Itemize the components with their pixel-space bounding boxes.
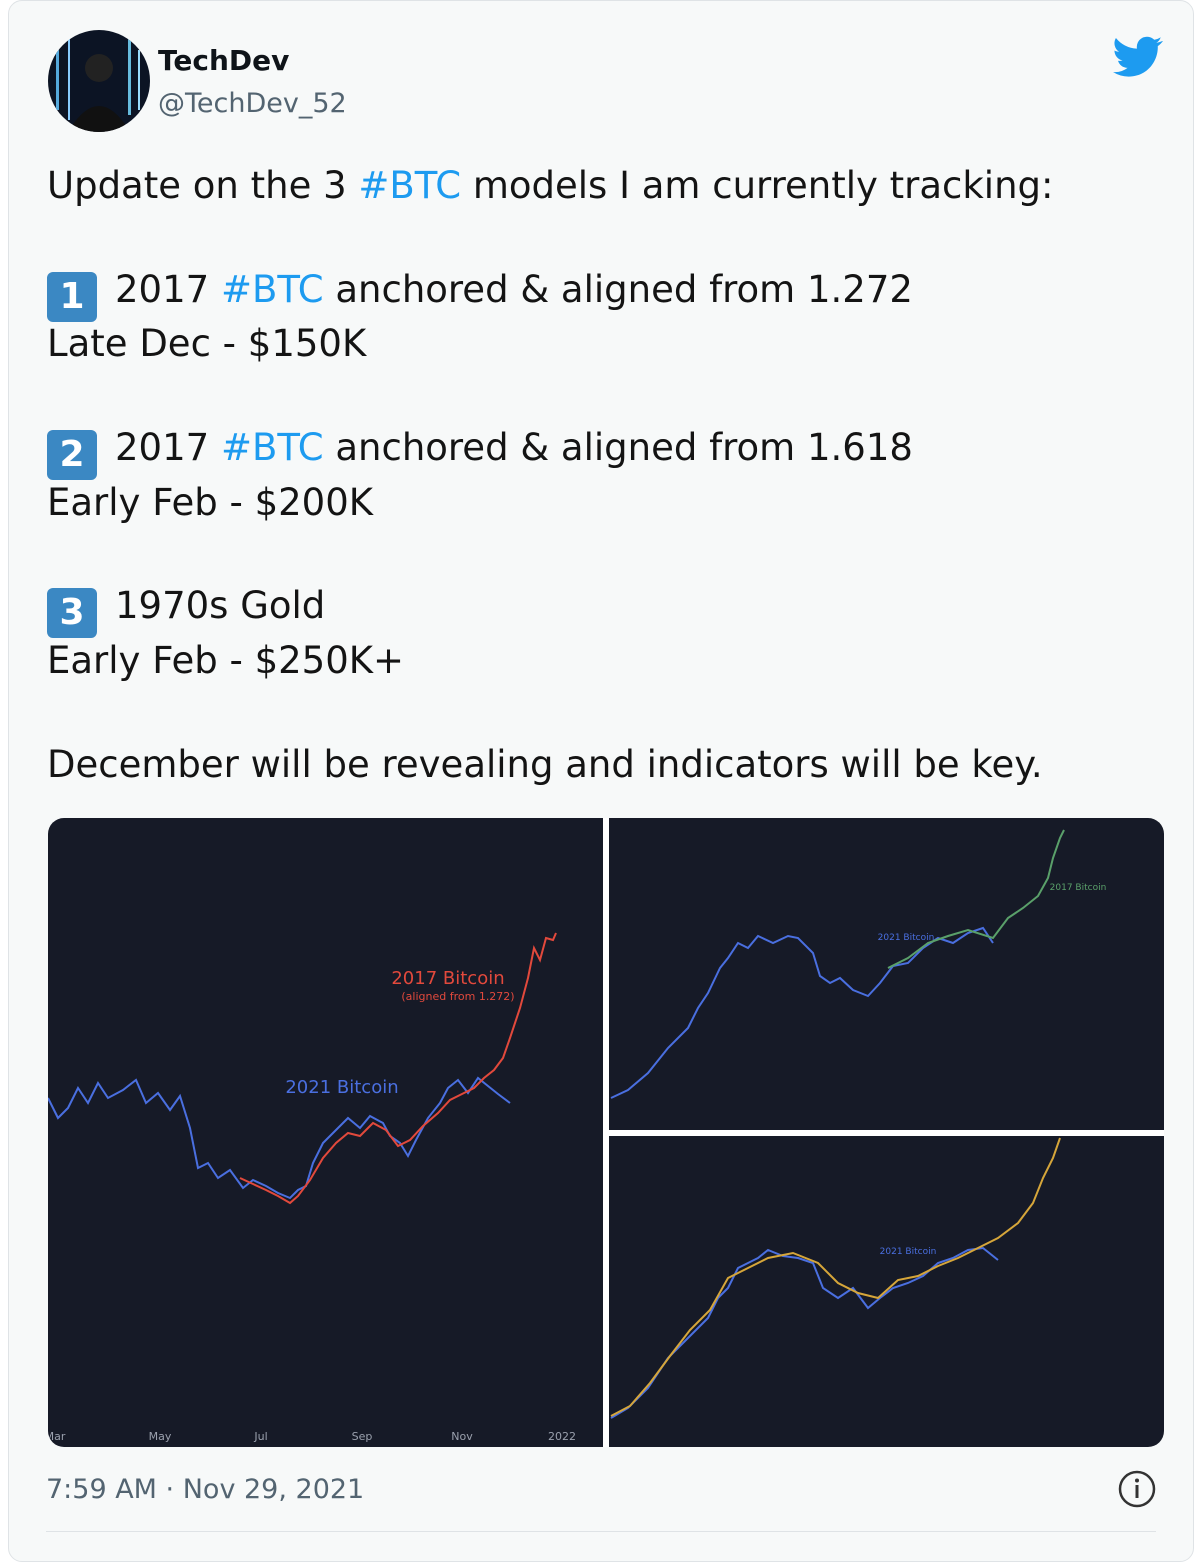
x-axis-label: Jul	[253, 1430, 267, 1443]
keycap: 3	[47, 588, 97, 638]
model-target: Late Dec - $150K	[47, 322, 367, 365]
model-line: 1 2017 #BTC anchored & aligned from 1.272	[47, 268, 913, 322]
text: models I am currently tracking:	[461, 164, 1054, 207]
timestamp[interactable]: 7:59 AM · Nov 29, 2021	[46, 1474, 365, 1505]
hashtag[interactable]: #BTC	[220, 426, 324, 469]
model-target: Early Feb - $200K	[47, 481, 374, 524]
author-name[interactable]: TechDev	[158, 44, 290, 77]
text: 2017	[115, 426, 221, 469]
twitter-logo[interactable]	[1113, 36, 1163, 78]
x-axis-label: Nov	[451, 1430, 473, 1443]
model-target: Early Feb - $250K+	[47, 639, 405, 682]
author-handle[interactable]: @TechDev_52	[158, 88, 347, 119]
hashtag[interactable]: #BTC	[220, 268, 324, 311]
text: 1970s Gold	[115, 584, 326, 627]
x-axis-label: May	[149, 1430, 172, 1443]
series-label: 2021 Bitcoin	[878, 933, 935, 943]
text: anchored & aligned from 1.618	[323, 426, 913, 469]
model-line: 3 1970s Gold	[47, 584, 325, 638]
series-label: 2017 Bitcoin	[391, 968, 504, 989]
series-sublabel: (aligned from 1.272)	[401, 990, 514, 1003]
keycap: 1	[47, 272, 97, 322]
intro-line: Update on the 3 #BTC models I am current…	[47, 164, 1053, 207]
series-label: 2017 Bitcoin	[1050, 883, 1107, 893]
divider	[46, 1531, 1156, 1532]
hashtag[interactable]: #BTC	[358, 164, 462, 207]
chart-image	[48, 818, 603, 1447]
x-axis-label: Mar	[48, 1430, 66, 1443]
model-line: 2 2017 #BTC anchored & aligned from 1.618	[47, 426, 913, 480]
avatar[interactable]	[48, 30, 150, 132]
keycap: 2	[47, 430, 97, 480]
media[interactable]: 2017 Bitcoin (aligned from 1.272) 2021 B…	[48, 818, 1164, 1447]
x-axis-label: Sep	[352, 1430, 373, 1443]
series-label: 2021 Bitcoin	[285, 1077, 398, 1098]
text: 2017	[115, 268, 221, 311]
text: Update on the 3	[47, 164, 359, 207]
closing-line: December will be revealing and indicator…	[47, 743, 1043, 786]
x-axis-label: 2022	[548, 1430, 576, 1443]
series-label: 2021 Bitcoin	[880, 1247, 937, 1257]
info-icon[interactable]	[1117, 1469, 1157, 1509]
text: anchored & aligned from 1.272	[323, 268, 913, 311]
